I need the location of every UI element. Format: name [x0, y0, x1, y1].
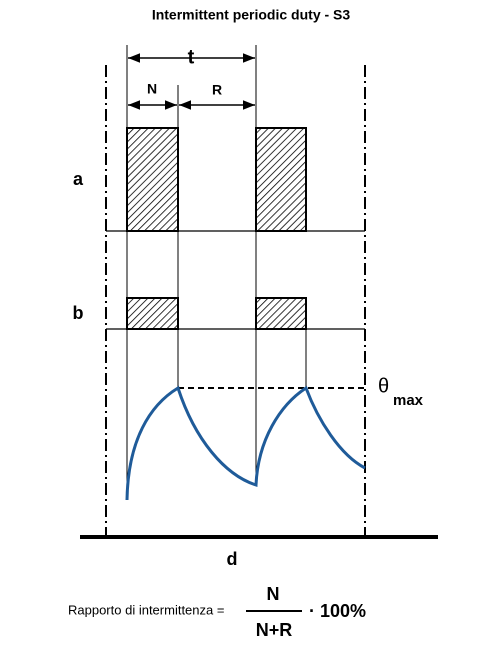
label-a: a — [73, 169, 84, 189]
label-b: b — [73, 303, 84, 323]
label-d: d — [227, 549, 238, 569]
label-n: N — [147, 81, 157, 97]
period-lines — [126, 45, 307, 500]
losses-b — [106, 297, 365, 330]
load-a — [106, 127, 365, 232]
temperature-curve — [125, 385, 366, 501]
boundaries — [105, 65, 366, 535]
theta-max: max — [393, 392, 424, 409]
formula-factor: · 100% — [309, 601, 366, 621]
label-t: t — [188, 46, 195, 68]
formula-denominator: N+R — [256, 620, 293, 640]
dimension-arrows — [128, 53, 255, 110]
title: Intermittent periodic duty - S3 — [152, 7, 351, 23]
label-r: R — [212, 82, 222, 98]
formula-text: Rapporto di intermittenza = — [68, 602, 224, 617]
formula-numerator: N — [267, 584, 280, 604]
theta: θ — [378, 375, 389, 397]
